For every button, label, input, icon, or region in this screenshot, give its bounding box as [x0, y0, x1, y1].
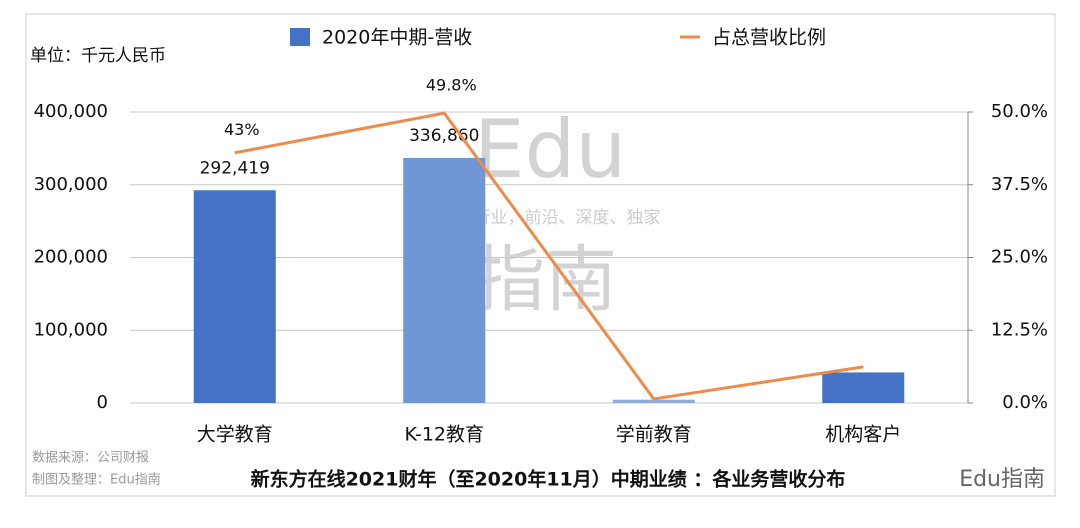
- watermark-text: Edu: [474, 103, 626, 196]
- bar: [403, 157, 486, 403]
- bar: [193, 190, 276, 403]
- data-label: 43%: [224, 120, 260, 139]
- watermark-text: 教育行业，前沿、深度、独家: [440, 208, 661, 228]
- logo: Edu指南: [959, 467, 1045, 492]
- y2-tick-label: 25.0%: [991, 247, 1048, 268]
- line: [234, 111, 864, 401]
- data-label: 292,419: [200, 158, 270, 178]
- y2-tick-label: 37.5%: [991, 174, 1048, 195]
- data-label: 336,860: [409, 126, 479, 146]
- y-tick-label: 0: [97, 392, 108, 413]
- y-tick-label: 200,000: [34, 247, 108, 268]
- legend-label: 2020年中期-营收: [322, 27, 472, 49]
- x-tick-label: 机构客户: [825, 424, 901, 446]
- frame: [25, 13, 1056, 497]
- x-tick-label: 大学教育: [197, 424, 273, 446]
- y2-tick-label: 12.5%: [991, 319, 1048, 340]
- y-tick-label: 400,000: [34, 101, 108, 122]
- bar: [612, 399, 695, 403]
- y2-tick-label: 50.0%: [991, 101, 1048, 122]
- y-tick-label: 300,000: [34, 174, 108, 195]
- x-tick-label: 学前教育: [616, 424, 692, 446]
- data-label: 49.8%: [426, 76, 477, 95]
- chart-title: 新东方在线2021财年（至2020年11月）中期业绩 ：各业务营收分布: [251, 468, 846, 491]
- watermark: Edu 教育行业，前沿、深度、独家 指南: [440, 103, 661, 322]
- bar: [822, 372, 905, 403]
- y-tick-label: 100,000: [34, 319, 108, 340]
- credit: 制图及整理：Edu指南: [32, 472, 161, 488]
- legend-swatch: [290, 28, 310, 46]
- legend-label: 占总营收比例: [712, 27, 826, 49]
- unit-label: 单位：千元人民币: [30, 46, 166, 66]
- y2-tick-label: 0.0%: [1002, 392, 1048, 413]
- source: 数据来源：公司财报: [32, 451, 149, 466]
- x-tick-label: K-12教育: [405, 424, 485, 446]
